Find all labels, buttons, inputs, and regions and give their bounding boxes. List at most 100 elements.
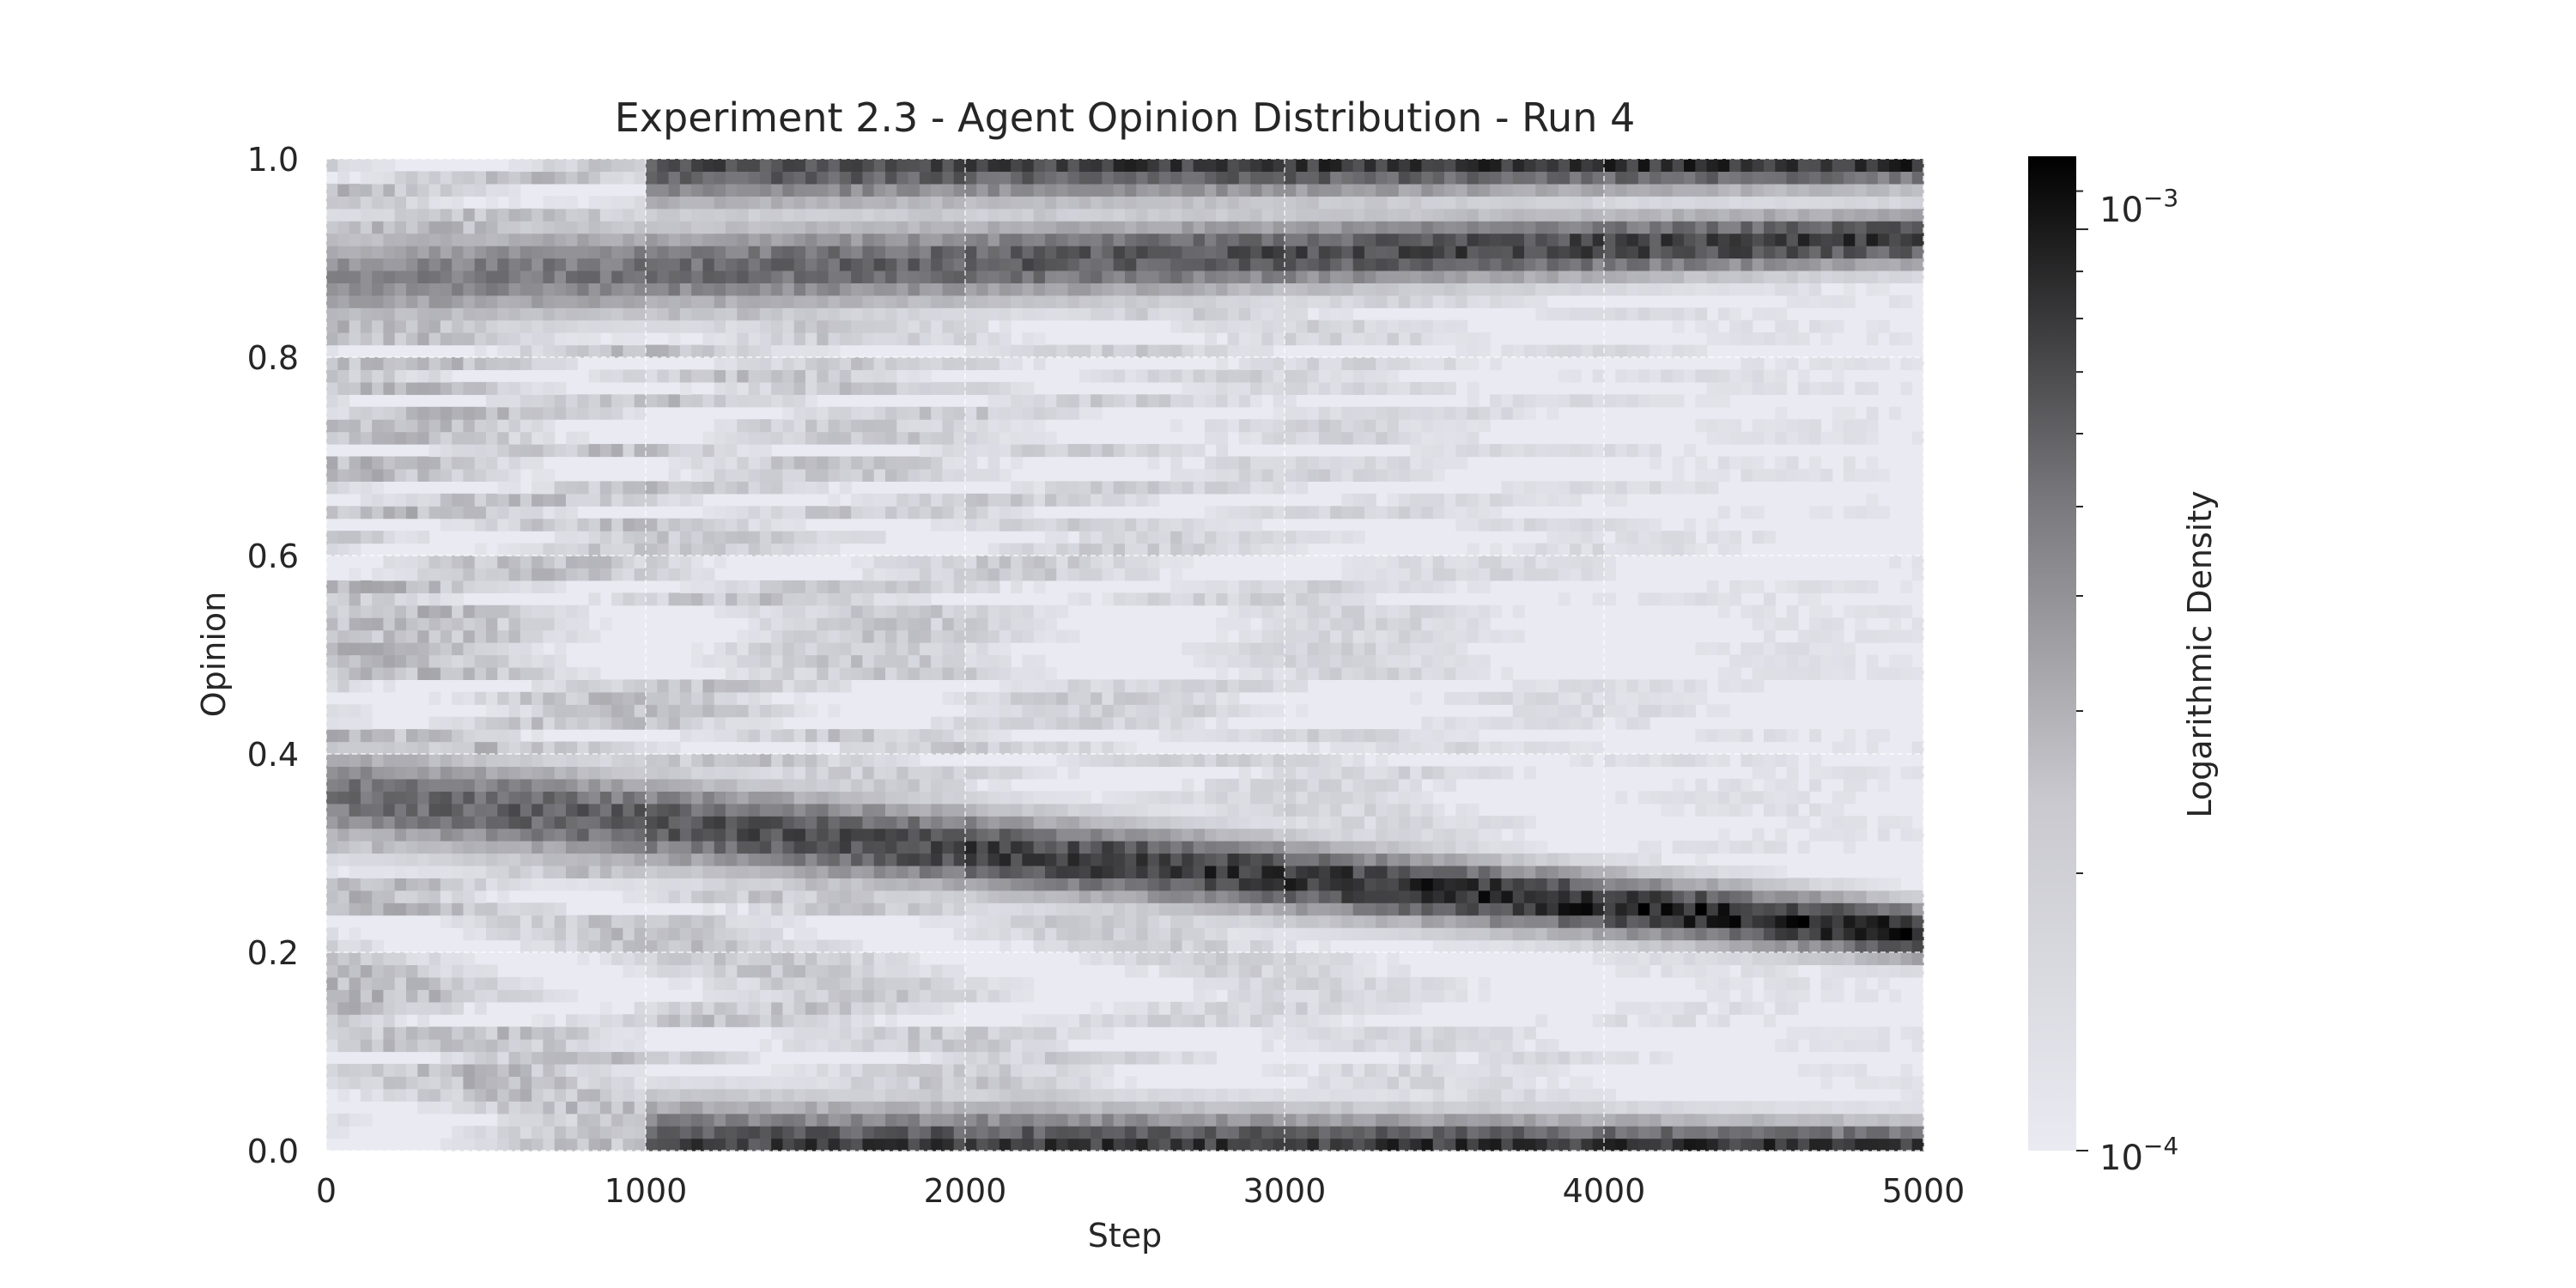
heatmap-cell (805, 890, 817, 903)
heatmap-cell (1158, 394, 1171, 408)
heatmap-cell (976, 1113, 989, 1127)
heatmap-cell (1102, 233, 1115, 246)
heatmap-cell (1170, 828, 1183, 841)
heatmap-cell (1078, 196, 1091, 210)
heatmap-cell (976, 431, 989, 445)
heatmap-cell (965, 381, 977, 395)
heatmap-cell (976, 853, 989, 866)
heatmap-cell (817, 654, 829, 668)
heatmap-cell (337, 406, 350, 420)
heatmap-cell (817, 976, 829, 990)
heatmap-cell (1125, 531, 1137, 544)
heatmap-cell (976, 506, 989, 519)
heatmap-cell (987, 914, 1000, 928)
heatmap-cell (1182, 691, 1194, 705)
heatmap-cell (1022, 654, 1035, 668)
heatmap-cell (326, 183, 338, 197)
heatmap-cell (1067, 629, 1080, 643)
heatmap-cell (805, 939, 817, 953)
heatmap-cell (1102, 208, 1115, 222)
heatmap-cell (839, 468, 852, 482)
heatmap-cell (862, 208, 875, 222)
heatmap-cell (1113, 841, 1126, 854)
heatmap-cell (748, 468, 761, 482)
heatmap-cell (554, 791, 567, 805)
heatmap-cell (737, 865, 750, 878)
heatmap-cell (428, 431, 441, 445)
heatmap-cell (714, 1113, 726, 1127)
heatmap-cell (349, 939, 361, 953)
heatmap-cell (1136, 1126, 1149, 1139)
heatmap-cell (406, 270, 418, 283)
heatmap-cell (942, 629, 955, 643)
heatmap-cell (1033, 196, 1046, 210)
heatmap-cell (1078, 952, 1091, 966)
heatmap-cell (508, 1088, 521, 1102)
heatmap-cell (987, 233, 1000, 246)
heatmap-cell (519, 989, 532, 1003)
heatmap-cell (782, 456, 795, 470)
heatmap-cell (953, 1051, 966, 1065)
heatmap-cell (554, 1026, 567, 1040)
heatmap-cell (599, 1113, 612, 1127)
heatmap-cell (452, 766, 465, 780)
heatmap-cell (702, 853, 715, 866)
heatmap-cell (782, 642, 795, 656)
heatmap-cell (1056, 406, 1069, 420)
heatmap-cell (1045, 666, 1057, 680)
heatmap-cell (896, 381, 909, 395)
heatmap-cell (1205, 828, 1217, 841)
heatmap-cell (497, 729, 510, 743)
heatmap-cell (1045, 716, 1057, 730)
heatmap-cell (976, 691, 989, 705)
heatmap-cell (942, 506, 955, 519)
heatmap-cell (486, 518, 498, 532)
heatmap-cell (679, 914, 692, 928)
heatmap-cell (486, 406, 498, 420)
heatmap-cell (919, 568, 932, 581)
heatmap-cell (1011, 666, 1024, 680)
heatmap-cell (337, 208, 350, 222)
heatmap-cell (577, 914, 590, 928)
heatmap-cell (463, 853, 476, 866)
heatmap-cell (793, 518, 806, 532)
heatmap-cell (383, 406, 396, 420)
heatmap-cell (440, 381, 453, 395)
heatmap-cell (463, 183, 476, 197)
heatmap-cell (702, 952, 715, 966)
heatmap-cell (599, 927, 612, 941)
heatmap-cell (1182, 344, 1194, 358)
heatmap-cell (623, 531, 635, 544)
heatmap-cell (726, 444, 738, 458)
heatmap-cell (953, 605, 966, 618)
heatmap-cell (931, 196, 944, 210)
heatmap-cell (1022, 506, 1035, 519)
heatmap-cell (326, 890, 338, 903)
heatmap-cell (474, 617, 487, 631)
heatmap-cell (748, 666, 761, 680)
heatmap-cell (508, 456, 521, 470)
heatmap-cell (657, 1001, 670, 1015)
heatmap-cell (337, 964, 350, 978)
heatmap-cell (519, 493, 532, 507)
heatmap-cell (691, 1001, 704, 1015)
heatmap-cell (646, 964, 658, 978)
heatmap-cell (508, 1126, 521, 1139)
heatmap-cell (691, 307, 704, 321)
heatmap-cell (987, 394, 1000, 408)
heatmap-cell (953, 444, 966, 458)
heatmap-cell (383, 1088, 396, 1102)
heatmap-cell (452, 1101, 465, 1115)
heatmap-cell (360, 766, 373, 780)
heatmap-cell (337, 1126, 350, 1139)
heatmap-cell (1113, 159, 1126, 173)
heatmap-cell (577, 816, 590, 829)
heatmap-cell (1091, 1126, 1103, 1139)
heatmap-cell (532, 468, 544, 482)
heatmap-cell (1056, 803, 1069, 817)
heatmap-cell (1078, 1126, 1091, 1139)
heatmap-cell (360, 828, 373, 841)
heatmap-cell (486, 976, 498, 990)
heatmap-cell (406, 865, 418, 878)
heatmap-cell (349, 568, 361, 581)
